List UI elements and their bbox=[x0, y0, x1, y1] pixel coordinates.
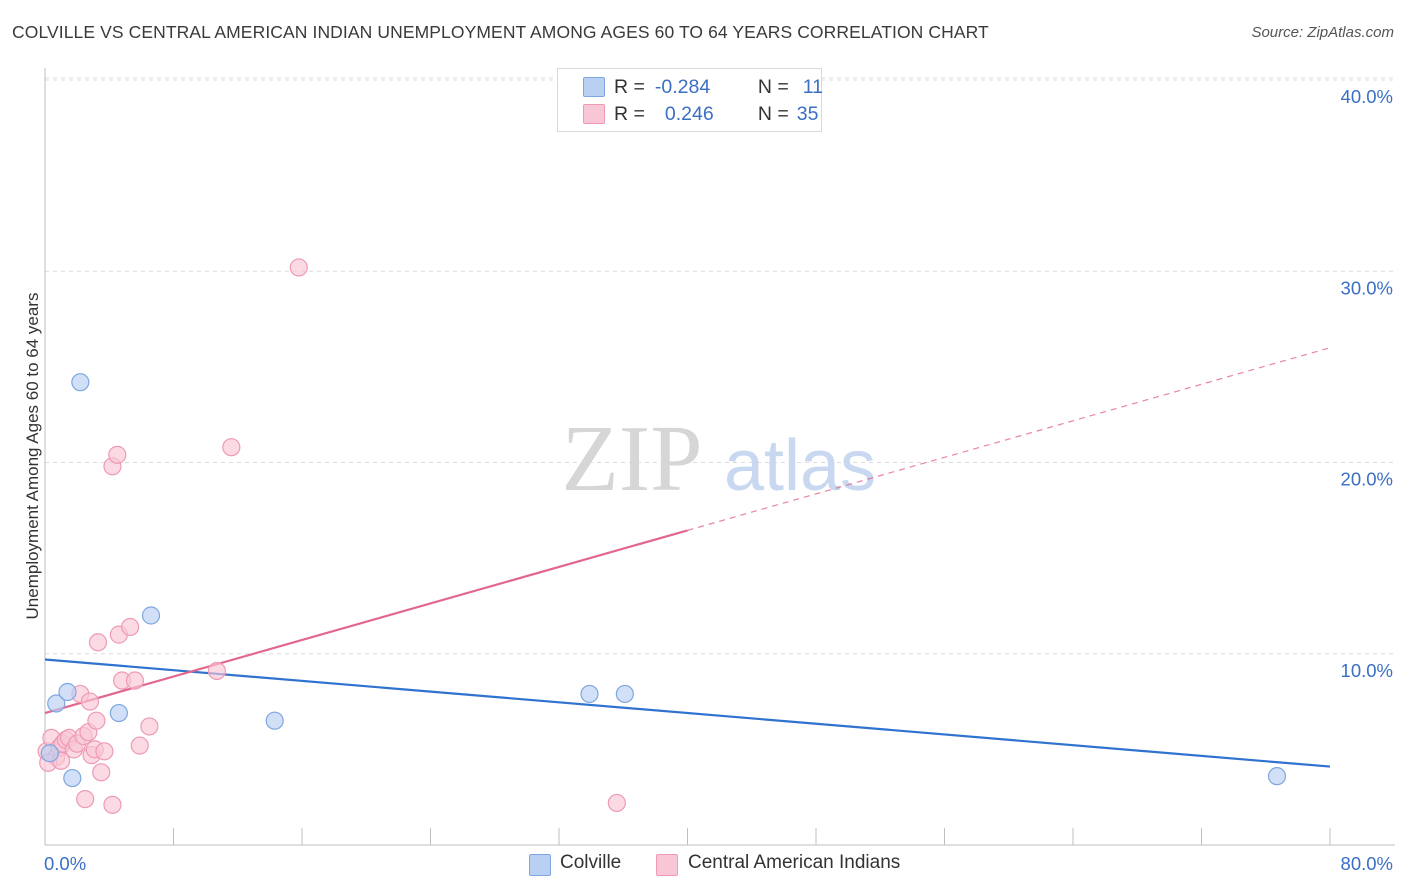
colville-swatch bbox=[583, 77, 605, 97]
central-point bbox=[95, 742, 114, 761]
colville-point bbox=[40, 744, 59, 763]
tick-labels: 10.0% 20.0% 30.0% 40.0% 0.0% 80.0% bbox=[44, 86, 1393, 874]
central-point bbox=[130, 736, 149, 755]
central-point bbox=[121, 617, 140, 637]
watermark-atlas: atlas bbox=[724, 426, 876, 506]
colville-point bbox=[109, 703, 128, 723]
central-point bbox=[289, 258, 308, 277]
legend-row-colville: R = -0.284 N = 11 bbox=[614, 75, 823, 99]
data-points bbox=[37, 258, 1287, 814]
grid-lines bbox=[45, 77, 1395, 655]
bottom-legend-colville: Colville bbox=[560, 852, 622, 873]
r-label: R = bbox=[614, 102, 645, 125]
x-tick-label: 0.0% bbox=[44, 853, 86, 874]
trend-line bbox=[44, 529, 688, 715]
colville-point bbox=[71, 373, 90, 392]
central-swatch bbox=[583, 104, 605, 124]
bottom-central-swatch bbox=[656, 854, 678, 876]
y-tick-label: 40.0% bbox=[1341, 86, 1393, 107]
bottom-colville-swatch bbox=[529, 854, 551, 876]
source-label: Source: ZipAtlas.com bbox=[1251, 24, 1394, 41]
central-point bbox=[207, 661, 226, 681]
correlation-legend: R = -0.284 N = 11 R = 0.246 N = 35 bbox=[557, 68, 823, 132]
y-tick-label: 20.0% bbox=[1341, 469, 1393, 490]
y-tick-label: 10.0% bbox=[1341, 660, 1393, 681]
r-value: -0.284 bbox=[654, 75, 711, 98]
colville-point bbox=[580, 684, 599, 704]
central-point bbox=[108, 445, 127, 464]
n-value: 35 bbox=[796, 102, 819, 125]
central-point bbox=[88, 633, 108, 652]
r-label: R = bbox=[614, 75, 645, 98]
legend-row-central: R = 0.246 N = 35 bbox=[614, 102, 818, 126]
x-tick-label: 80.0% bbox=[1341, 853, 1393, 874]
y-axis-label: Unemployment Among Ages 60 to 64 years bbox=[23, 293, 42, 620]
trend-line bbox=[44, 658, 1331, 768]
n-value: 11 bbox=[802, 75, 824, 98]
n-label: N = bbox=[757, 102, 789, 125]
colville-point bbox=[265, 711, 284, 730]
central-point bbox=[76, 789, 95, 809]
axes bbox=[44, 68, 1395, 846]
central-point bbox=[222, 438, 241, 457]
watermark-zip: ZIP bbox=[562, 407, 703, 511]
central-point bbox=[80, 692, 100, 711]
chart-title: COLVILLE VS CENTRAL AMERICAN INDIAN UNEM… bbox=[12, 22, 989, 42]
trend-lines bbox=[44, 347, 1331, 768]
central-point bbox=[87, 711, 106, 730]
central-point bbox=[125, 671, 145, 690]
colville-point bbox=[1267, 767, 1287, 786]
colville-point bbox=[63, 768, 82, 788]
r-value: 0.246 bbox=[664, 102, 714, 125]
trend-line-extension bbox=[687, 347, 1331, 531]
central-point bbox=[103, 795, 122, 814]
watermark: ZIP atlas bbox=[562, 407, 877, 511]
central-point bbox=[607, 793, 626, 813]
colville-point bbox=[615, 684, 634, 704]
colville-point bbox=[47, 694, 66, 713]
bottom-legend-central: Central American Indians bbox=[688, 852, 901, 873]
central-point bbox=[92, 763, 111, 782]
central-point bbox=[140, 717, 159, 736]
y-tick-label: 30.0% bbox=[1341, 277, 1393, 298]
n-label: N = bbox=[757, 75, 789, 98]
colville-point bbox=[58, 682, 77, 702]
colville-point bbox=[141, 606, 161, 625]
